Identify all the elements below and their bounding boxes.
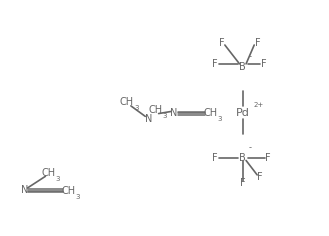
Text: -: -: [249, 53, 252, 62]
Text: F: F: [266, 153, 271, 163]
Text: F: F: [240, 178, 246, 188]
Text: -: -: [249, 143, 252, 152]
Text: B: B: [240, 62, 246, 72]
Text: CH: CH: [203, 108, 217, 118]
Text: 3: 3: [217, 116, 222, 122]
Text: 2+: 2+: [253, 101, 264, 108]
Text: CH: CH: [148, 105, 163, 115]
Text: 3: 3: [134, 105, 139, 111]
Text: N: N: [170, 108, 177, 118]
Text: CH: CH: [120, 97, 134, 107]
Text: F: F: [257, 173, 263, 182]
Text: CH: CH: [42, 168, 56, 178]
Text: F: F: [219, 38, 224, 48]
Text: N: N: [20, 185, 28, 195]
Text: F: F: [261, 59, 267, 69]
Text: 3: 3: [56, 176, 60, 182]
Text: Pd: Pd: [236, 108, 250, 118]
Text: 3: 3: [75, 194, 80, 201]
Text: 3: 3: [163, 113, 167, 119]
Text: B: B: [240, 153, 246, 163]
Text: F: F: [255, 38, 260, 48]
Text: F: F: [212, 59, 218, 69]
Text: F: F: [212, 153, 218, 163]
Text: CH: CH: [61, 186, 75, 196]
Text: N: N: [144, 114, 152, 124]
